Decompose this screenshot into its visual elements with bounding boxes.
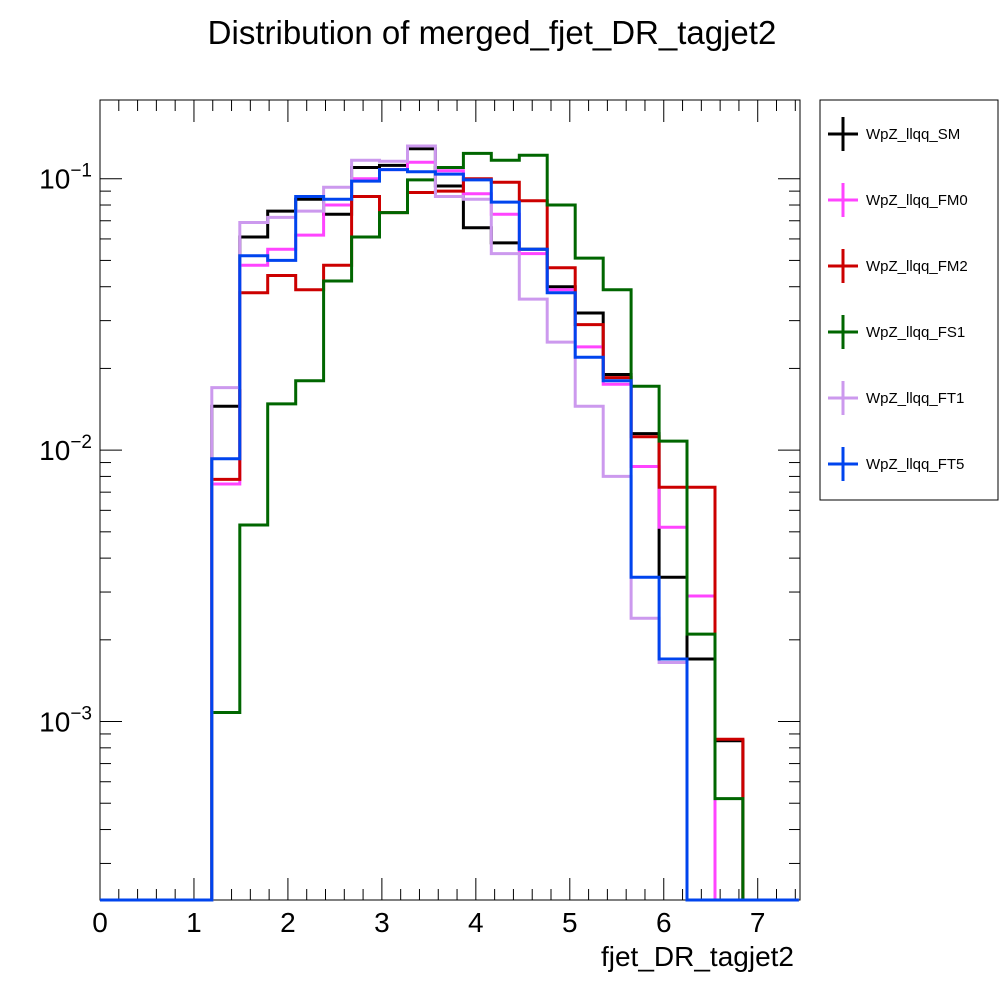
x-tick-label: 1 <box>186 907 202 938</box>
y-tick-label-exponent: −3 <box>70 704 92 725</box>
y-tick-label-base: 10 <box>39 707 70 738</box>
series-line <box>100 168 799 902</box>
chart-title: Distribution of merged_fjet_DR_tagjet2 <box>208 14 777 51</box>
legend-label: WpZ_llqq_FT1 <box>866 390 964 407</box>
series-line <box>100 151 799 902</box>
legend-entries: WpZ_llqq_SM WpZ_llqq_FM0 WpZ_llqq_FM2 WpZ_l… <box>828 117 968 481</box>
legend-label: WpZ_llqq_FM2 <box>866 258 968 275</box>
y-tick-label-exponent: −1 <box>70 161 92 182</box>
x-tick-label: 2 <box>280 907 296 938</box>
series-line <box>100 147 799 902</box>
series-line <box>100 177 799 902</box>
y-tick-label-exponent: −2 <box>70 432 92 453</box>
series-line <box>100 160 799 902</box>
x-tick-label: 6 <box>656 907 672 938</box>
plot-frame <box>99 99 801 901</box>
series-layer <box>100 144 799 902</box>
y-tick-label: 10−3 <box>39 704 92 738</box>
x-tick-label: 0 <box>92 907 108 938</box>
y-tick-label: 10−2 <box>39 432 92 466</box>
x-tick-label: 7 <box>750 907 766 938</box>
x-axis-ticks <box>99 100 796 900</box>
y-tick-labels: 10−110−210−3 <box>39 161 92 738</box>
legend: WpZ_llqq_SM WpZ_llqq_FM0 WpZ_llqq_FM2 WpZ_l… <box>819 99 999 501</box>
y-tick-label-base: 10 <box>39 435 70 466</box>
y-tick-label-base: 10 <box>39 164 70 195</box>
legend-label: WpZ_llqq_FM0 <box>866 192 968 209</box>
legend-label: WpZ_llqq_FS1 <box>866 324 965 341</box>
y-tick-label: 10−1 <box>39 161 92 195</box>
legend-label: WpZ_llqq_SM <box>866 126 960 143</box>
series-line <box>100 144 799 902</box>
x-axis-title: fjet_DR_tagjet2 <box>601 941 794 972</box>
x-tick-label: 5 <box>562 907 578 938</box>
legend-box <box>819 99 999 501</box>
x-tick-labels: 0 1 2 3 4 5 6 7 <box>92 907 765 938</box>
y-axis-ticks <box>100 178 800 864</box>
legend-label: WpZ_llqq_FT5 <box>866 456 964 473</box>
x-tick-label: 3 <box>374 907 390 938</box>
x-tick-label: 4 <box>468 907 484 938</box>
